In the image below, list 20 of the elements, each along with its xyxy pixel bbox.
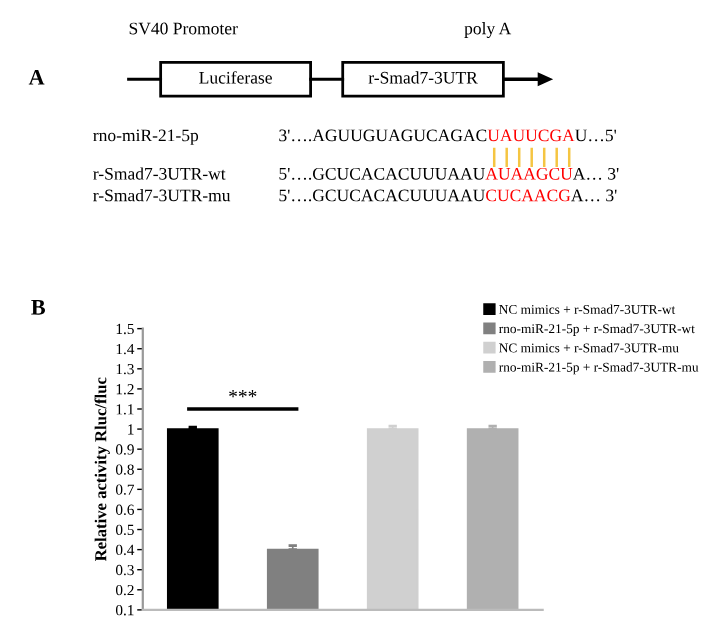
text: poly A <box>464 22 512 38</box>
text: 5'….GCUCACACUUUAAU <box>279 189 485 202</box>
text: U…5' <box>575 129 617 142</box>
chart-title: B <box>31 300 46 315</box>
text: 3'….AGUUGUAGUCAGAC <box>279 129 487 142</box>
text: AUAAGCU <box>485 167 573 180</box>
text: SV40 Promoter <box>129 22 238 35</box>
text: rno-miR-21-5p <box>93 129 199 145</box>
annotation: *** <box>229 390 257 398</box>
text: Luciferase <box>199 71 272 84</box>
text: UAUUCGA <box>487 129 575 142</box>
text: 5'….GCUCACACUUUAAU <box>279 167 485 180</box>
text: A… 3' <box>572 167 619 180</box>
text: CUCAACG <box>486 189 571 202</box>
text: r-Smad7-3UTR-mu <box>93 189 231 202</box>
text: A… 3' <box>571 189 617 202</box>
text: r-Smad7-3UTR-wt <box>93 167 226 180</box>
text: r-Smad7-3UTR <box>368 71 478 84</box>
y-axis-title: Relative activity Rluc/fluc <box>94 377 110 562</box>
text: A <box>28 69 45 85</box>
